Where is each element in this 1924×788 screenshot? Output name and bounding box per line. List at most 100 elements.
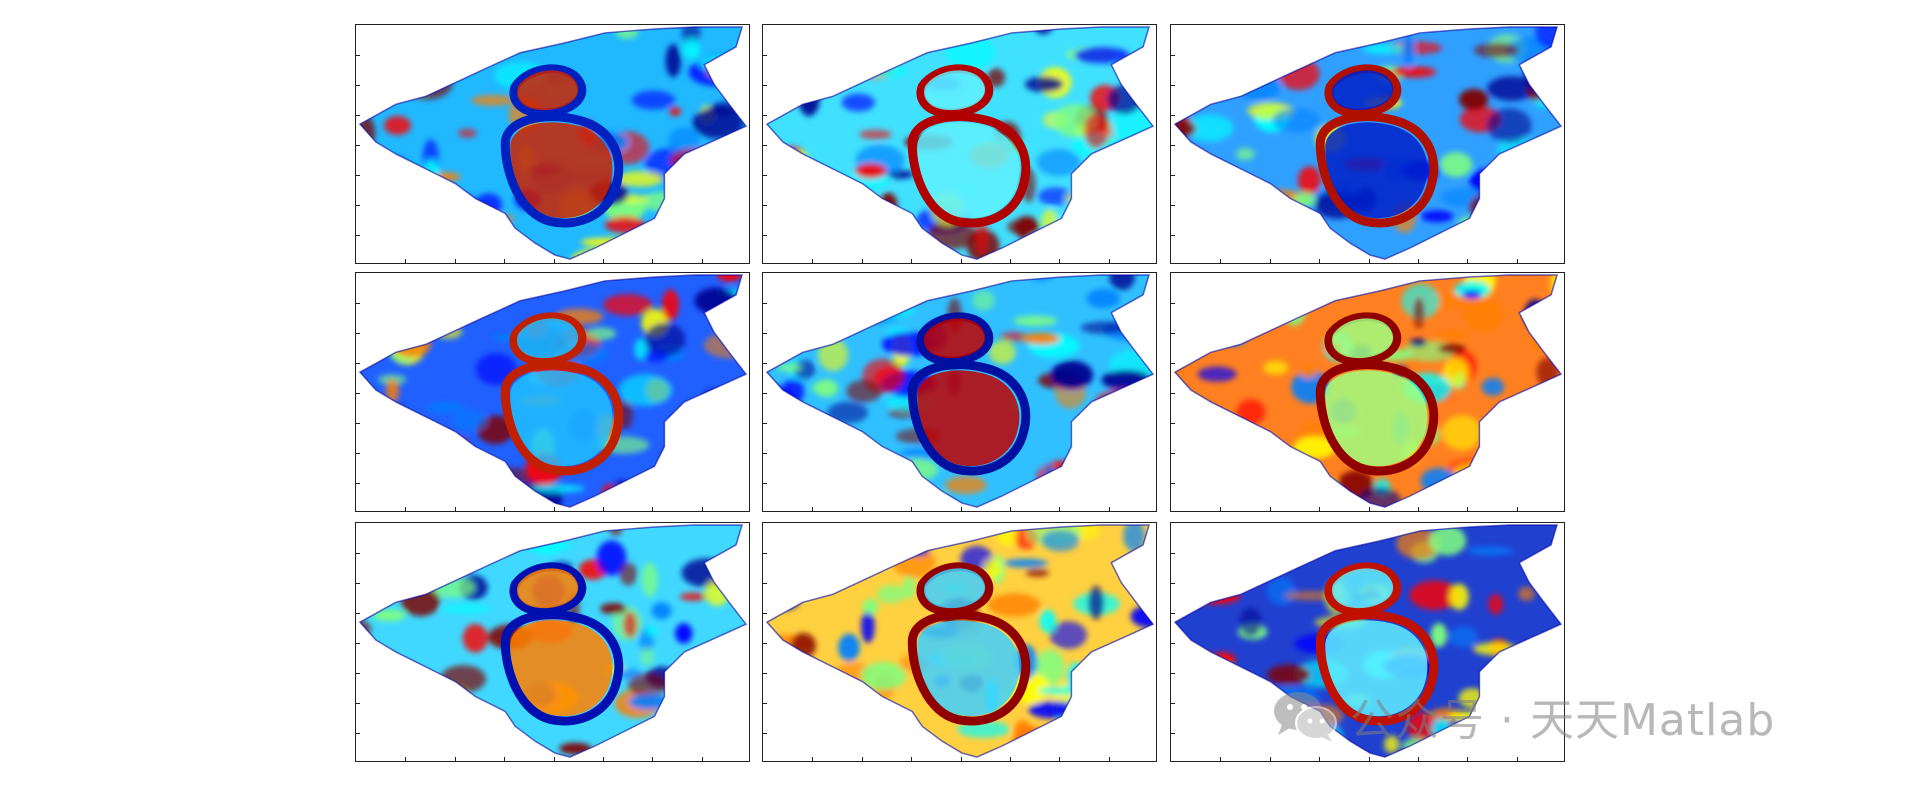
axis-tick	[763, 333, 767, 334]
axis-tick	[1171, 363, 1175, 364]
axis-tick	[1368, 757, 1370, 761]
map-image-r1c2	[765, 26, 1155, 260]
axis-tick	[1319, 757, 1321, 761]
map-image-r3c2	[765, 524, 1155, 758]
axis-tick	[356, 303, 360, 304]
wechat-icon	[1274, 692, 1337, 742]
axis-tick	[1171, 733, 1175, 734]
axis-tick	[356, 363, 360, 364]
axis-tick	[1368, 259, 1370, 263]
axis-tick	[356, 483, 360, 484]
axis-tick	[1467, 757, 1469, 761]
axis-tick	[911, 757, 913, 761]
axis-tick	[1417, 757, 1419, 761]
axis-tick	[960, 757, 962, 761]
axis-tick	[1059, 507, 1061, 511]
axis-tick	[763, 703, 767, 704]
map-panel-r2c3	[1170, 272, 1565, 512]
axis-tick	[356, 85, 360, 86]
axis-tick	[763, 235, 767, 236]
axis-tick	[1269, 757, 1271, 761]
map-panel-r2c1	[355, 272, 750, 512]
axis-tick	[763, 363, 767, 364]
axis-tick	[504, 259, 506, 263]
axis-tick	[356, 55, 360, 56]
axis-tick	[1319, 507, 1321, 511]
axis-tick	[911, 259, 913, 263]
axis-tick	[1171, 453, 1175, 454]
axis-tick	[763, 393, 767, 394]
axis-tick	[356, 145, 360, 146]
axis-tick	[1171, 423, 1175, 424]
axis-tick	[1368, 507, 1370, 511]
axis-tick	[1171, 483, 1175, 484]
axis-tick	[652, 757, 654, 761]
axis-tick	[1171, 235, 1175, 236]
axis-tick	[1171, 115, 1175, 116]
axis-tick	[763, 145, 767, 146]
axis-tick	[763, 303, 767, 304]
axis-tick	[1417, 259, 1419, 263]
axis-tick	[454, 507, 456, 511]
axis-tick	[1108, 259, 1110, 263]
map-image-r3c1	[358, 524, 748, 758]
axis-tick	[960, 507, 962, 511]
axis-tick	[356, 643, 360, 644]
map-image-r1c1	[358, 26, 748, 260]
axis-tick	[763, 115, 767, 116]
map-image-r2c2	[765, 274, 1155, 508]
axis-tick	[911, 507, 913, 511]
axis-tick	[1171, 673, 1175, 674]
axis-tick	[763, 205, 767, 206]
axis-tick	[763, 483, 767, 484]
axis-tick	[1059, 757, 1061, 761]
axis-tick	[602, 507, 604, 511]
axis-tick	[356, 393, 360, 394]
axis-tick	[763, 583, 767, 584]
axis-tick	[1516, 259, 1518, 263]
axis-tick	[1171, 55, 1175, 56]
map-panel-r1c3	[1170, 24, 1565, 264]
watermark: 公众号 · 天天Matlab	[1272, 686, 1775, 746]
map-image-r3c3	[1173, 524, 1563, 758]
axis-tick	[1171, 145, 1175, 146]
axis-tick	[861, 259, 863, 263]
axis-tick	[1516, 507, 1518, 511]
axis-tick	[763, 423, 767, 424]
axis-tick	[356, 673, 360, 674]
map-image-r1c3	[1173, 26, 1563, 260]
axis-tick	[356, 333, 360, 334]
axis-tick	[763, 85, 767, 86]
axis-tick	[1171, 703, 1175, 704]
axis-tick	[356, 703, 360, 704]
watermark-text: 公众号 · 天天Matlab	[1350, 695, 1776, 746]
axis-tick	[652, 507, 654, 511]
map-panel-r3c2	[762, 522, 1157, 762]
axis-tick	[504, 757, 506, 761]
axis-tick	[1269, 259, 1271, 263]
axis-tick	[763, 553, 767, 554]
axis-tick	[812, 259, 814, 263]
axis-tick	[356, 553, 360, 554]
axis-tick	[1171, 303, 1175, 304]
axis-tick	[1269, 507, 1271, 511]
axis-tick	[454, 259, 456, 263]
map-panel-r1c1	[355, 24, 750, 264]
axis-tick	[1171, 583, 1175, 584]
axis-tick	[356, 583, 360, 584]
axis-tick	[553, 259, 555, 263]
axis-tick	[701, 507, 703, 511]
axis-tick	[356, 175, 360, 176]
axis-tick	[1171, 333, 1175, 334]
axis-tick	[1516, 757, 1518, 761]
axis-tick	[812, 757, 814, 761]
axis-tick	[1220, 507, 1222, 511]
axis-tick	[553, 507, 555, 511]
axis-tick	[405, 507, 407, 511]
axis-tick	[1171, 85, 1175, 86]
axis-tick	[1108, 507, 1110, 511]
axis-tick	[1108, 757, 1110, 761]
axis-tick	[1171, 175, 1175, 176]
map-panel-r3c3	[1170, 522, 1565, 762]
axis-tick	[356, 423, 360, 424]
